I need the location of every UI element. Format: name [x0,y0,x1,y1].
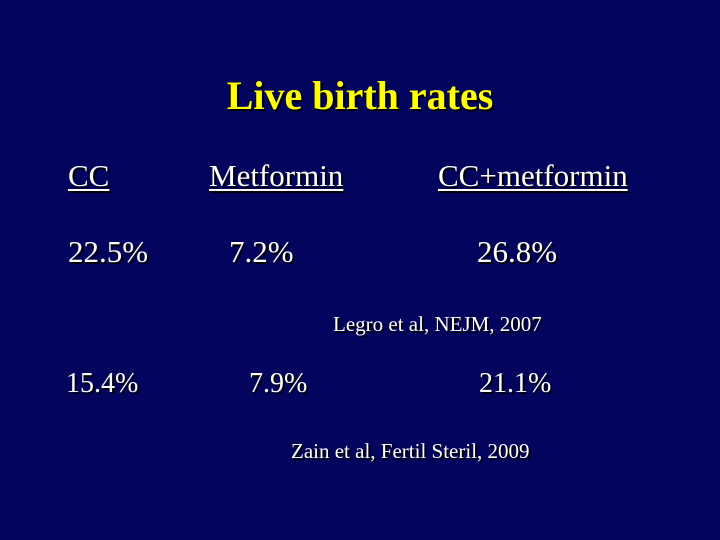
study2-metformin-value: 7.9% [249,368,308,399]
study2-combined-value: 21.1% [479,368,552,399]
header-metformin: Metformin [209,158,344,193]
study1-metformin-value: 7.2% [229,234,294,269]
study2-citation: Zain et al, Fertil Steril, 2009 [291,439,530,463]
study1-cc-value: 22.5% [68,234,149,269]
study1-citation: Legro et al, NEJM, 2007 [333,312,542,336]
study2-cc-value: 15.4% [66,368,139,399]
study1-combined-value: 26.8% [477,234,558,269]
header-cc: CC [68,158,110,193]
header-cc-metformin: CC+metformin [438,158,628,193]
slide-title: Live birth rates [226,73,494,118]
